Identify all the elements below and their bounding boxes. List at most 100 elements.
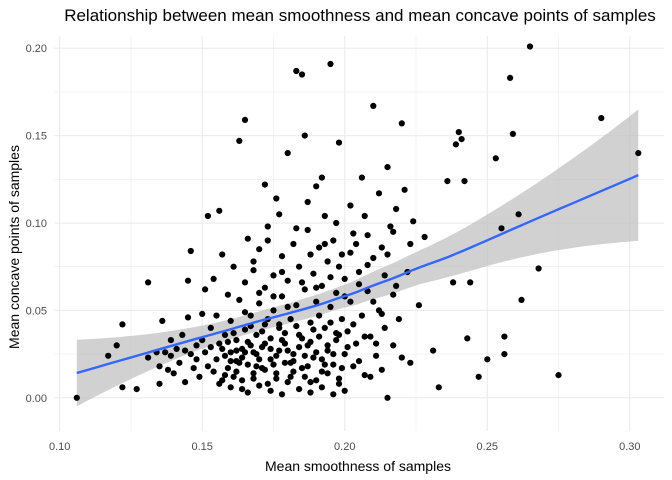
data-point [341,387,348,394]
data-point [296,344,303,351]
data-point [398,354,405,361]
chart-title: Relationship between mean smoothness and… [64,6,656,25]
data-point [190,365,197,372]
data-point [167,337,174,344]
data-point [347,298,354,305]
x-tick-label: 0.25 [477,441,498,453]
data-point [321,240,328,248]
data-point [307,379,314,386]
y-tick-label: 0.00 [26,393,47,405]
data-point [344,328,351,335]
data-point [284,150,291,157]
data-point [484,356,491,363]
data-point [381,324,388,331]
data-point [261,321,268,328]
data-point [335,263,343,270]
data-point [515,211,522,218]
data-point [227,317,234,324]
data-point [236,359,243,366]
data-point [347,202,354,209]
data-point [364,232,371,239]
data-point [535,265,542,272]
data-point [145,354,152,361]
data-point [250,258,257,265]
y-tick-label: 0.10 [26,218,47,230]
data-point [167,352,174,359]
data-point [321,212,328,220]
data-point [301,132,308,139]
data-point [105,352,112,359]
data-point [261,284,268,291]
data-point [390,342,397,349]
data-point [344,344,351,351]
data-point [313,349,320,356]
data-point [361,212,368,220]
data-point [464,335,471,342]
data-point [213,356,220,363]
data-point [498,225,505,232]
data-point [256,382,263,389]
data-point [452,141,459,148]
data-point [318,368,325,375]
data-point [293,302,300,309]
data-point [335,139,343,146]
y-tick-label: 0.05 [26,305,47,317]
data-point [435,384,442,391]
data-point [273,195,280,202]
x-tick-label: 0.10 [49,441,70,453]
data-point [278,391,286,398]
data-point [461,178,468,185]
data-point [335,380,343,387]
data-point [187,247,194,255]
data-point [216,340,223,347]
data-point [224,365,231,372]
data-point [256,289,263,296]
data-point [173,345,180,352]
data-point [241,116,249,123]
data-point [156,363,163,370]
data-point [193,356,200,363]
data-point [358,312,365,319]
data-point [330,351,337,358]
data-point [119,384,126,391]
data-point [273,352,280,359]
y-axis-title: Mean concave points of samples [6,145,22,349]
data-point [467,279,474,286]
data-point [193,342,200,349]
x-axis-title: Mean smoothness of samples [265,458,451,474]
data-point [375,190,383,197]
data-point [407,359,414,366]
data-point [287,316,294,323]
data-point [373,352,380,359]
data-point [353,340,360,347]
data-point [358,174,365,181]
data-point [267,345,274,352]
data-point [267,387,274,394]
data-point [501,333,508,340]
data-point [327,274,334,281]
data-point [236,137,243,144]
data-point [407,240,414,248]
data-point [355,358,363,365]
data-point [244,361,251,368]
x-tick-label: 0.20 [334,441,355,453]
data-point [296,263,303,270]
data-point [256,246,263,253]
data-point [230,330,237,337]
data-point [241,326,249,333]
data-point [224,338,231,345]
y-axis-ticks: 0.00 0.05 0.10 0.15 0.20 [26,43,47,405]
data-point [350,321,357,328]
data-point [207,324,214,331]
data-point [119,321,126,328]
data-point [421,233,428,241]
data-point [304,226,311,234]
data-point [393,282,400,289]
data-point [298,71,306,78]
data-point [202,286,209,293]
data-point [353,240,360,248]
data-point [219,345,226,352]
data-point [350,363,357,370]
data-point [267,335,274,342]
data-point [259,328,266,335]
